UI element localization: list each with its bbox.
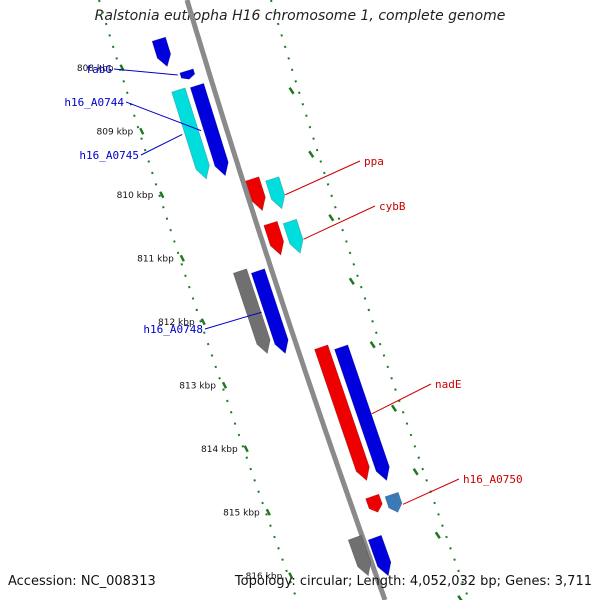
gene-arrow[interactable]: [245, 176, 266, 212]
gene-arrow[interactable]: [314, 344, 370, 482]
gene-label[interactable]: h16_A0745: [79, 149, 139, 162]
gene-arrow[interactable]: [334, 344, 390, 482]
scale-tick-label: 813 kbp: [179, 381, 216, 391]
gene-arrow[interactable]: [179, 68, 196, 80]
scale-tick-label: 808 kbp: [77, 64, 114, 74]
scale-tick: [348, 277, 355, 285]
gene-label[interactable]: fabG: [86, 63, 113, 76]
gene-label[interactable]: cybB: [379, 200, 406, 213]
scale-tick: [457, 595, 463, 600]
gene-arrow[interactable]: [151, 36, 172, 68]
scale-tick: [288, 87, 295, 95]
scale-tick: [390, 404, 398, 412]
scale-tick: [139, 127, 145, 135]
scale-tick: [328, 214, 335, 222]
gene-arrow[interactable]: [265, 176, 286, 210]
label-leader-line: [303, 205, 376, 240]
scale-tick: [159, 191, 165, 199]
gene-arrow[interactable]: [365, 493, 383, 513]
genome-backbone: [184, 0, 388, 600]
label-leader-line: [113, 68, 178, 76]
scale-tick: [308, 150, 315, 158]
scale-tick: [243, 445, 249, 453]
scale-tick-label: 812 kbp: [158, 318, 195, 328]
genome-summary-text: Topology: circular; Length: 4,052,032 bp…: [234, 574, 592, 589]
scale-tick-label: 816 kbp: [246, 572, 283, 582]
scale-tick: [200, 318, 206, 326]
label-leader-line: [371, 383, 432, 415]
label-leader-line: [402, 478, 460, 505]
scale-tick: [434, 531, 441, 539]
gene-label[interactable]: h16_A0748: [143, 323, 203, 336]
gene-arrow[interactable]: [282, 218, 304, 254]
label-leader-line: [285, 160, 361, 196]
scale-tick: [369, 341, 376, 349]
map-title: Ralstonia eutropha H16 chromosome 1, com…: [94, 8, 506, 24]
gene-label[interactable]: ppa: [364, 155, 384, 168]
gene-arrow[interactable]: [263, 220, 285, 256]
gene-label[interactable]: h16_A0744: [64, 96, 124, 109]
gene-arrow[interactable]: [347, 534, 372, 577]
label-leader-line: [204, 311, 262, 330]
scale-tick-label: 810 kbp: [117, 191, 154, 201]
gene-arrow[interactable]: [384, 491, 403, 513]
label-leader-line: [140, 133, 183, 156]
right-guide-track: [270, 0, 470, 600]
scale-tick-label: 815 kbp: [223, 508, 260, 518]
scale-tick-label: 809 kbp: [97, 127, 134, 137]
gene-arrow[interactable]: [171, 87, 210, 180]
accession-text: Accession: NC_008313: [8, 574, 156, 589]
scale-tick: [221, 381, 228, 389]
label-leader-line: [125, 101, 202, 132]
scale-tick: [412, 468, 419, 476]
gene-arrow[interactable]: [232, 268, 271, 355]
scale-tick-label: 811 kbp: [137, 254, 174, 264]
scale-tick: [179, 254, 185, 262]
scale-tick: [288, 572, 294, 580]
scale-tick-label: 814 kbp: [201, 445, 238, 455]
gene-label[interactable]: nadE: [435, 378, 462, 391]
gene-arrow[interactable]: [250, 268, 289, 355]
scale-tick: [265, 508, 271, 516]
gene-arrow[interactable]: [367, 534, 392, 577]
gene-label[interactable]: h16_A0750: [463, 473, 523, 486]
gene-arrow[interactable]: [189, 83, 229, 177]
